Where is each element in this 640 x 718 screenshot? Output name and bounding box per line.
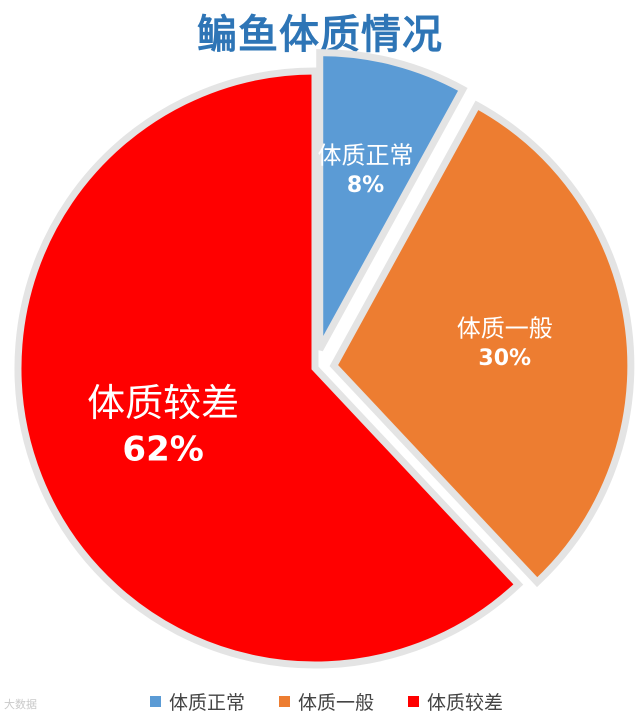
pie-slice-average [329,100,635,588]
legend-item-average: 体质一般 [279,688,374,715]
slice-value-normal: 8% [347,173,384,198]
legend-label-average: 体质一般 [298,692,375,714]
legend-swatch-average [279,696,291,707]
watermark: 大数据 [4,698,37,711]
legend-label-poor: 体质较差 [427,692,504,714]
slice-value-poor: 62% [122,429,203,469]
legend-swatch-poor [408,696,420,707]
legend: 体质正常 体质一般 体质较差 [150,688,503,715]
pie-slice-normal [316,49,468,352]
slice-value-average: 30% [478,346,531,371]
legend-swatch-normal [150,696,161,707]
pie-slice-poor [14,67,524,669]
slice-label-poor: 体质较差 [87,381,239,425]
slice-label-average: 体质一般 [457,314,553,342]
slice-label-normal: 体质正常 [318,142,414,170]
legend-label-normal: 体质正常 [169,692,246,714]
legend-item-normal: 体质正常 [150,688,245,715]
legend-item-poor: 体质较差 [408,688,503,715]
